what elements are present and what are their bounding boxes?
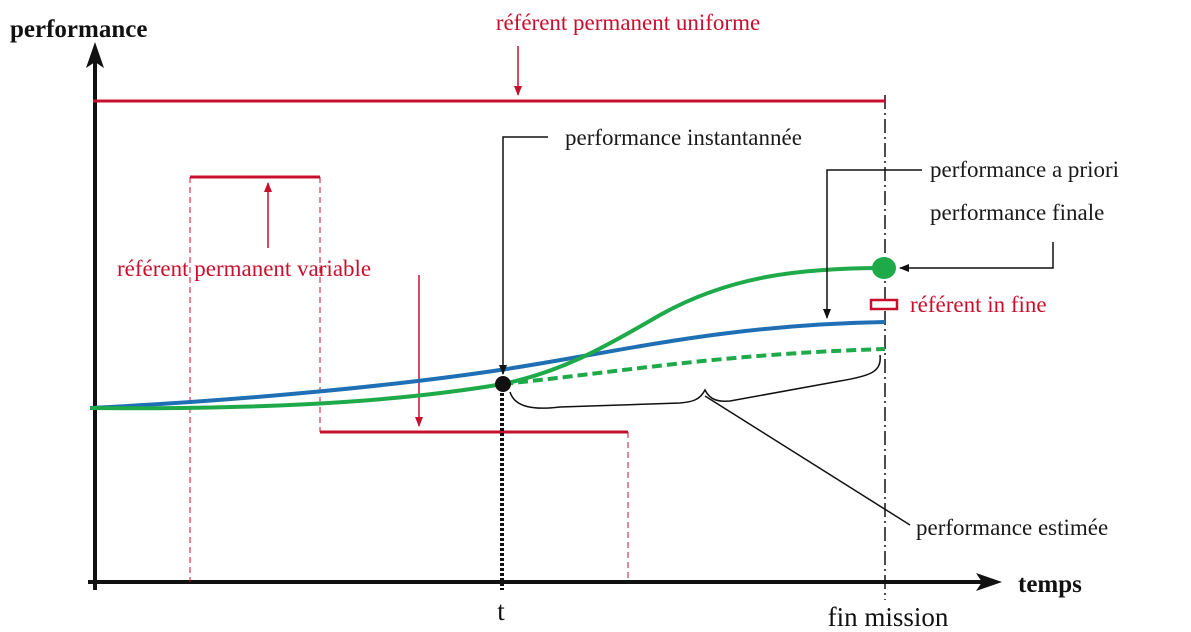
tick-t: t (497, 596, 505, 626)
perf-instant-leader (499, 136, 548, 375)
ref-infine-label: référent in fine (910, 292, 1047, 317)
perf-estimated-curve (502, 347, 886, 386)
instant-marker (495, 376, 511, 392)
x-axis-arrowhead (976, 573, 1002, 591)
y-axis-title: performance (10, 16, 147, 43)
perf-estimated-leader (704, 395, 911, 526)
perf-apriori-leader (823, 169, 922, 319)
final-marker (872, 257, 896, 279)
ref-infine-marker (869, 298, 899, 311)
ref-uniform-label: référent permanent uniforme (496, 10, 760, 35)
perf-final-label: performance finale (930, 200, 1104, 225)
perf-final-leader (899, 242, 1054, 272)
ref-variable-label: référent permanent variable (117, 256, 371, 281)
perf-final-curve (89, 266, 886, 411)
y-axis-arrowhead (86, 42, 104, 68)
perf-instant-label: performance instantannée (565, 125, 802, 150)
perf-estimated-brace (509, 354, 881, 409)
x-axis-title: temps (1018, 571, 1082, 598)
perf-estimated-label: performance estimée (916, 515, 1108, 540)
tick-fin-mission: fin mission (828, 602, 949, 632)
perf-apriori-label: performance a priori (930, 157, 1119, 182)
